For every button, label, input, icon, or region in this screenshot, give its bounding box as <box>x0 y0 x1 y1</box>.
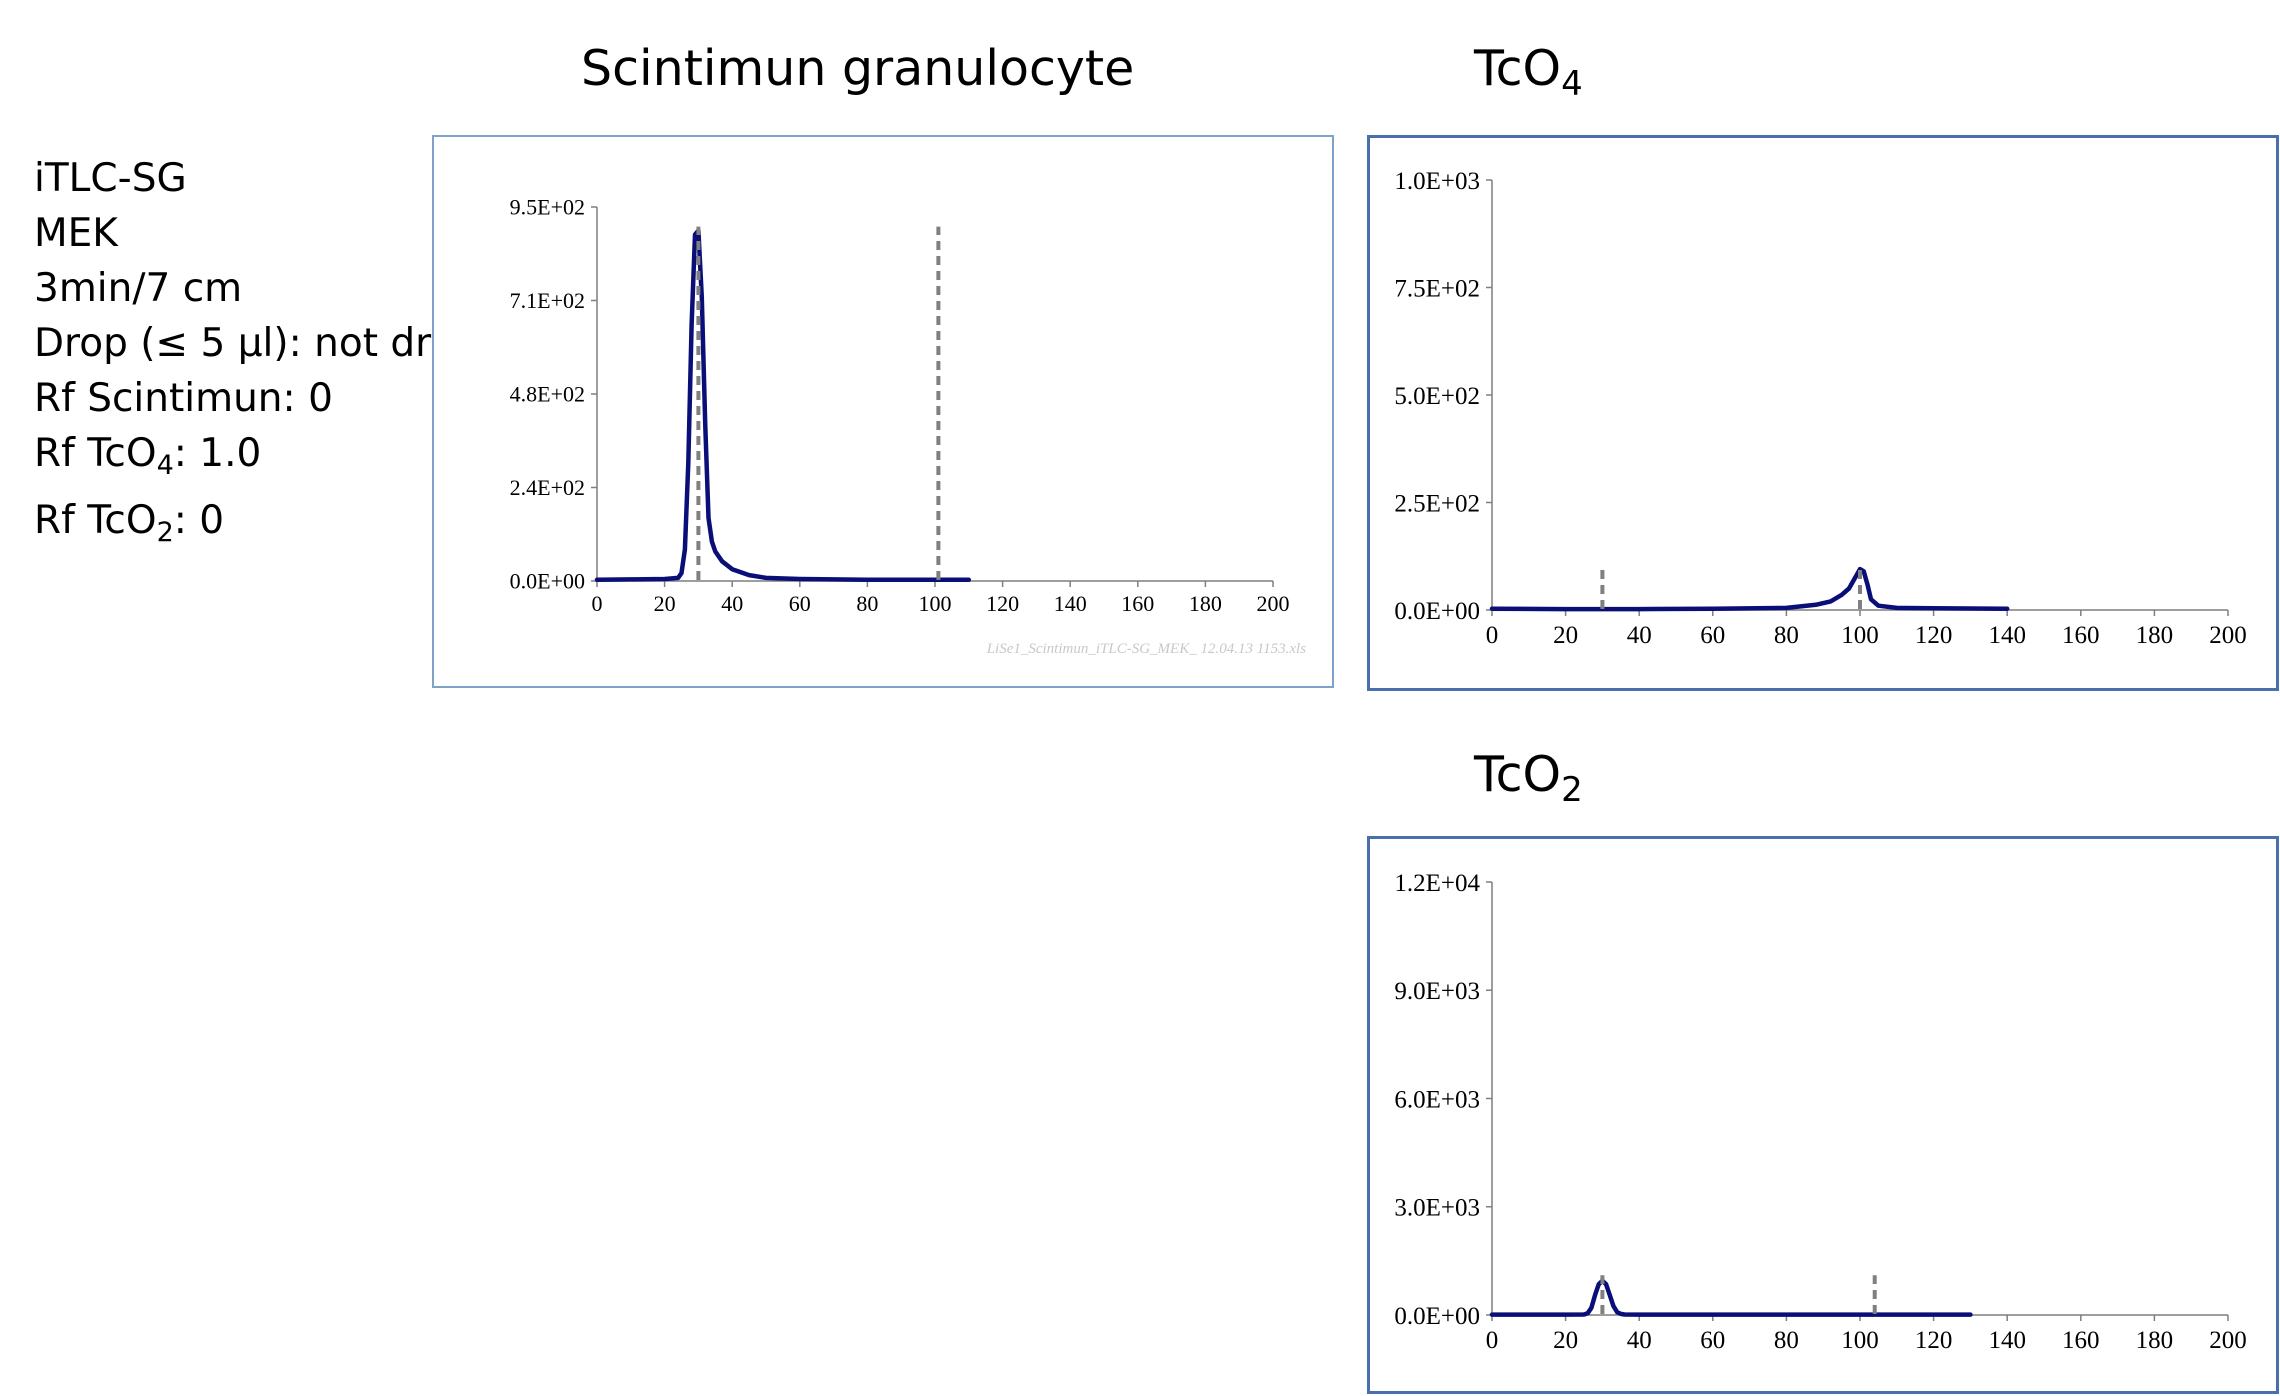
scintimun-chart-title: Scintimun granulocyte <box>581 40 1135 97</box>
series-line-0 <box>1489 1278 1973 1317</box>
rf-tco4-subscript: 4 <box>156 450 174 481</box>
scintimun-chart-frame: 0.0E+00 2.4E+02 4.8E+02 7.1E+02 9.5E+02 0 20 40… <box>432 135 1334 688</box>
x-tick-label-6: 120 <box>1915 622 1953 649</box>
x-tick-label-9: 180 <box>2136 1327 2174 1354</box>
tco4-title-main: TcO <box>1474 40 1562 97</box>
x-tick-label-4: 80 <box>1774 1327 1799 1354</box>
tco4-chart-frame: 0.0E+00 2.5E+02 5.0E+02 7.5E+02 1.0E+03 0 20 40… <box>1367 135 2279 691</box>
x-tick-label-7: 140 <box>1054 591 1087 616</box>
x-tick-label-5: 100 <box>919 591 952 616</box>
x-tick-label-3: 60 <box>1700 622 1725 649</box>
y-tick-label-0: 0.0E+00 <box>510 569 585 594</box>
x-tick-label-9: 180 <box>2136 622 2174 649</box>
x-tick-label-3: 60 <box>1700 1327 1725 1354</box>
y-tick-label-4: 9.5E+02 <box>510 195 585 220</box>
y-tick-label-1: 2.5E+02 <box>1394 490 1480 517</box>
condition-rf-tco2: Rf TcO2: 0 <box>34 493 454 560</box>
x-tick-label-6: 120 <box>1915 1327 1953 1354</box>
x-tick-label-9: 180 <box>1189 591 1222 616</box>
tco2-title-main: TcO <box>1474 746 1562 803</box>
x-tick-label-10: 200 <box>1257 591 1290 616</box>
tco2-title-subscript: 2 <box>1561 770 1583 810</box>
condition-drop: Drop (≤ 5 µl): not dry <box>34 321 455 366</box>
scintimun-chart: 0.0E+00 2.4E+02 4.8E+02 7.1E+02 9.5E+02 0 20 40… <box>510 195 1307 657</box>
x-tick-label-5: 100 <box>1841 622 1879 649</box>
y-tick-label-2: 5.0E+02 <box>1394 383 1480 410</box>
x-tick-label-8: 160 <box>2062 1327 2100 1354</box>
x-tick-label-8: 160 <box>2062 622 2100 649</box>
x-tick-label-2: 40 <box>1627 622 1652 649</box>
condition-rf-scintimun: Rf Scintimun: 0 <box>34 376 333 421</box>
tco4-chart-title: TcO4 <box>1474 40 1583 104</box>
x-tick-label-2: 40 <box>721 591 743 616</box>
y-tick-label-1: 2.4E+02 <box>510 475 585 500</box>
x-tick-label-0: 0 <box>592 591 603 616</box>
tco4-title-subscript: 4 <box>1561 64 1583 104</box>
x-tick-label-1: 20 <box>1553 622 1578 649</box>
y-tick-label-2: 4.8E+02 <box>510 382 585 407</box>
x-tick-label-7: 140 <box>1988 1327 2026 1354</box>
rf-tco2-subscript: 2 <box>156 517 174 548</box>
y-tick-label-0: 0.0E+00 <box>1394 598 1480 625</box>
condition-plate: iTLC-SG <box>34 156 187 201</box>
tco2-chart-title: TcO2 <box>1474 746 1583 810</box>
tco2-chart-frame: 0.0E+00 3.0E+03 6.0E+03 9.0E+03 1.2E+04 0 20 40… <box>1367 836 2279 1394</box>
x-tick-label-3: 60 <box>789 591 811 616</box>
x-tick-label-0: 0 <box>1486 622 1499 649</box>
rf-tco4-suffix: : 1.0 <box>173 431 262 476</box>
y-tick-label-1: 3.0E+03 <box>1394 1195 1480 1222</box>
y-tick-label-4: 1.2E+04 <box>1394 870 1480 897</box>
y-tick-label-3: 9.0E+03 <box>1394 978 1480 1005</box>
y-tick-label-3: 7.1E+02 <box>510 288 585 313</box>
x-tick-label-5: 100 <box>1841 1327 1879 1354</box>
y-tick-label-3: 7.5E+02 <box>1394 275 1480 302</box>
x-tick-label-4: 80 <box>856 591 878 616</box>
x-tick-label-0: 0 <box>1486 1327 1499 1354</box>
rf-tco4-prefix: Rf TcO <box>34 431 157 476</box>
x-tick-label-6: 120 <box>986 591 1019 616</box>
x-tick-label-4: 80 <box>1774 622 1799 649</box>
y-tick-label-2: 6.0E+03 <box>1394 1086 1480 1113</box>
series-line-0 <box>1489 566 2010 612</box>
rf-tco2-prefix: Rf TcO <box>34 498 157 543</box>
condition-solvent: MEK <box>34 211 118 256</box>
x-tick-label-10: 200 <box>2209 1327 2247 1354</box>
y-tick-label-4: 1.0E+03 <box>1394 168 1480 195</box>
x-tick-label-8: 160 <box>1121 591 1154 616</box>
x-tick-label-2: 40 <box>1627 1327 1652 1354</box>
series-line-0 <box>594 228 972 583</box>
tco2-chart: 0.0E+00 3.0E+03 6.0E+03 9.0E+03 1.2E+04 0 20 40… <box>1394 870 2247 1354</box>
condition-rf-tco4: Rf TcO4: 1.0 <box>34 426 454 493</box>
x-tick-label-1: 20 <box>1553 1327 1578 1354</box>
x-tick-label-1: 20 <box>654 591 676 616</box>
rf-tco2-suffix: : 0 <box>173 498 225 543</box>
condition-time-distance: 3min/7 cm <box>34 266 243 311</box>
conditions-list: iTLC-SG MEK 3min/7 cm Drop (≤ 5 µl): not… <box>34 151 454 560</box>
x-tick-label-7: 140 <box>1988 622 2026 649</box>
y-tick-label-0: 0.0E+00 <box>1394 1303 1480 1330</box>
tco4-chart: 0.0E+00 2.5E+02 5.0E+02 7.5E+02 1.0E+03 0 20 40… <box>1394 168 2247 649</box>
chart-footnote: LiSe1_Scintimun_iTLC-SG_MEK_ 12.04.13 11… <box>986 641 1306 657</box>
x-tick-label-10: 200 <box>2209 622 2247 649</box>
